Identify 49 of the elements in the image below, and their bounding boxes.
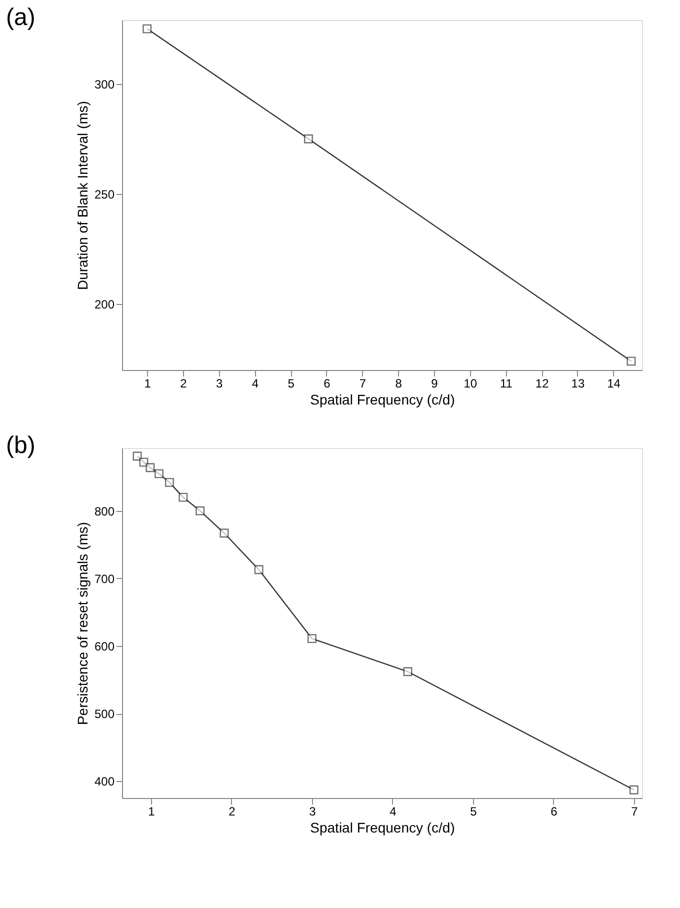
- y-tick-label: 300: [94, 77, 115, 92]
- point: [178, 492, 188, 502]
- x-tick-label: 3: [216, 376, 223, 390]
- x-tick-label: 7: [631, 804, 638, 818]
- point: [154, 469, 164, 478]
- point: [196, 506, 205, 516]
- point: [626, 356, 636, 366]
- y-tick-label: 500: [94, 707, 115, 722]
- x-axis-title: Spatial Frequency (c/d): [310, 392, 455, 408]
- point: [403, 667, 412, 676]
- x-tick-label: 8: [395, 376, 402, 390]
- y-tick-label: 200: [94, 297, 115, 312]
- x-tick-label: 5: [470, 804, 478, 818]
- point: [220, 528, 229, 538]
- point: [132, 452, 142, 461]
- y-axis-title: Duration of Blank Interval (ms): [74, 100, 90, 290]
- x-tick-label: 4: [252, 376, 259, 390]
- x-tick-label: 5: [288, 376, 295, 390]
- chart-title: (a): [6, 4, 36, 31]
- x-tick-label: 7: [359, 376, 366, 390]
- y-tick-label: 600: [94, 639, 115, 654]
- y-axis-title: Persistence of reset signals (ms): [74, 522, 90, 726]
- x-tick-label: 6: [550, 804, 558, 818]
- x-tick-label: 11: [500, 376, 513, 390]
- point: [142, 24, 152, 34]
- point: [146, 463, 155, 472]
- x-tick-label: 2: [228, 804, 236, 818]
- y-tick-label: 400: [94, 774, 115, 789]
- x-tick-label: 9: [431, 376, 438, 390]
- x-tick-label: 1: [144, 376, 152, 390]
- chart-title: (b): [6, 432, 36, 459]
- point: [307, 634, 316, 644]
- y-tick-label: 700: [94, 572, 115, 586]
- x-tick-label: 13: [571, 376, 585, 390]
- x-axis-title: Spatial Frequency (c/d): [310, 820, 455, 836]
- point: [254, 565, 264, 574]
- x-tick-label: 14: [607, 376, 621, 390]
- x-tick-label: 2: [180, 376, 188, 390]
- y-tick-label: 800: [94, 504, 115, 518]
- y-tick-label: 250: [94, 187, 115, 202]
- x-tick-label: 4: [390, 804, 397, 818]
- x-tick-label: 3: [309, 804, 316, 818]
- x-tick-label: 6: [324, 376, 331, 390]
- point: [629, 785, 638, 794]
- x-tick-label: 10: [464, 376, 478, 390]
- point: [165, 478, 174, 487]
- x-tick-label: 1: [148, 804, 156, 818]
- point: [304, 134, 313, 144]
- x-tick-label: 12: [535, 376, 550, 390]
